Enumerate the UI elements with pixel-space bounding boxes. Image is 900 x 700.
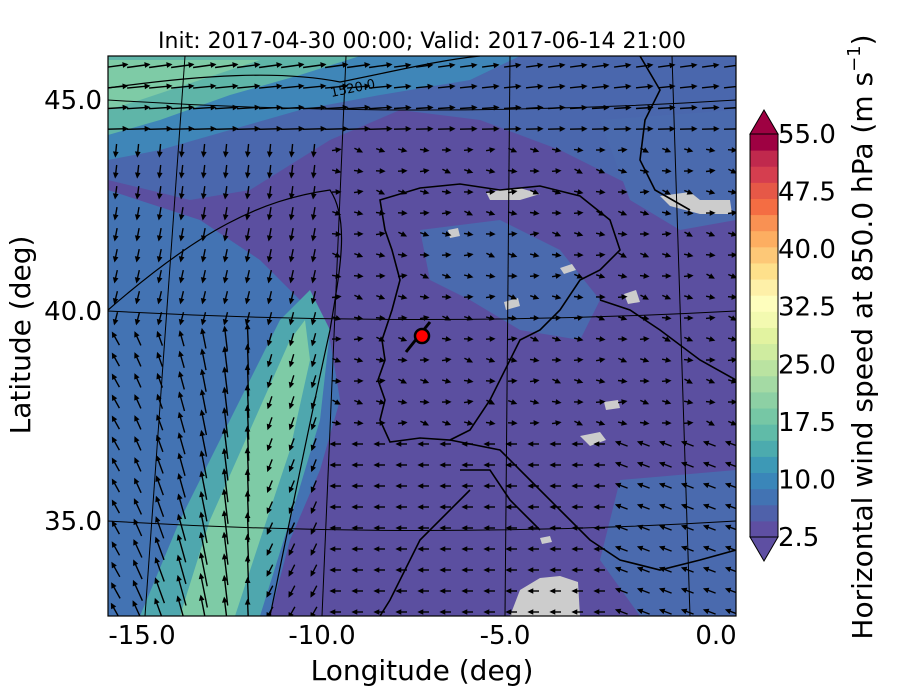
coastlines [377,56,736,616]
colorbar-label: Horizontal wind speed at 850.0 hPa (m s−… [844,34,879,639]
colorbar-segment [750,214,778,232]
colorbar-tick-label: 47.5 [778,178,836,208]
colorbar-segment [750,182,778,199]
wind-speed-band-interior [420,220,600,340]
colorbar-segment [750,391,778,409]
colorbar-segment [750,150,778,167]
graticule [108,56,736,616]
wind-vectors [108,62,736,616]
colorbar-tick-label: 17.5 [778,408,836,438]
geopotential-contour-1520 [108,56,481,89]
colorbar-segment [750,408,778,425]
x-tick-label: -10.0 [288,621,355,651]
wind-speed-band-jet-core-north [108,60,260,110]
y-axis: 45.0 40.0 35.0 Latitude (deg) [4,86,102,537]
colorbar-tick-label: 40.0 [778,235,836,265]
y-tick-label: 35.0 [44,507,102,537]
colorbar-segment [750,198,778,216]
y-tick-label: 40.0 [44,297,102,327]
colorbar-segment [750,424,778,441]
colorbar-extend-min [749,536,779,562]
colorbar-segment [750,520,778,538]
plot-title: Init: 2017-04-30 00:00; Valid: 2017-06-1… [158,29,686,54]
wind-speed-band-east [600,470,736,616]
colorbar-extend-max [749,109,779,135]
colorbar-tick-label: 32.5 [778,293,836,323]
colorbar-segment [750,456,778,474]
colorbar-segment [750,262,778,280]
colorbar-segment [750,295,778,312]
colorbar-segment [750,311,778,328]
colorbar-segment [750,246,778,264]
y-axis-label: Latitude (deg) [4,236,37,435]
wind-speed-band-jet-core-south [180,320,310,616]
x-tick-label: -5.0 [480,621,531,651]
colorbar-tick-label: 10.0 [778,465,836,495]
colorbar-segment [750,375,778,393]
colorbar-segment [750,440,778,457]
geopotential-contour [108,189,343,616]
location-marker [413,327,431,345]
y-tick-label: 45.0 [44,86,102,116]
map-area: 1520.0 [108,56,736,616]
colorbar-segment [750,279,778,296]
colorbar-segment [750,488,778,506]
x-axis: -15.0 -10.0 -5.0 0.0 Longitude (deg) [108,621,736,687]
colorbar-tick-label: 55.0 [778,120,836,150]
colorbar-segment [750,166,778,183]
map-frame [107,55,737,617]
colorbar-frame [749,133,779,538]
colorbar-tick-label: 2.5 [778,523,819,553]
colorbar: 55.0 47.5 40.0 32.5 25.0 17.5 10.0 2.5 Horizont… [749,34,879,640]
colorbar-segment [750,134,778,151]
x-tick-label: 0.0 [695,621,736,651]
colorbar-tick-label: 25.0 [778,350,836,380]
colorbar-segment [750,504,778,522]
colorbar-segment [750,230,778,248]
colorbar-segment [750,343,778,361]
x-tick-label: -15.0 [108,621,175,651]
colorbar-segment [750,472,778,490]
colorbar-segment [750,327,778,345]
colorbar-segment [750,359,778,377]
x-axis-label: Longitude (deg) [311,654,534,687]
